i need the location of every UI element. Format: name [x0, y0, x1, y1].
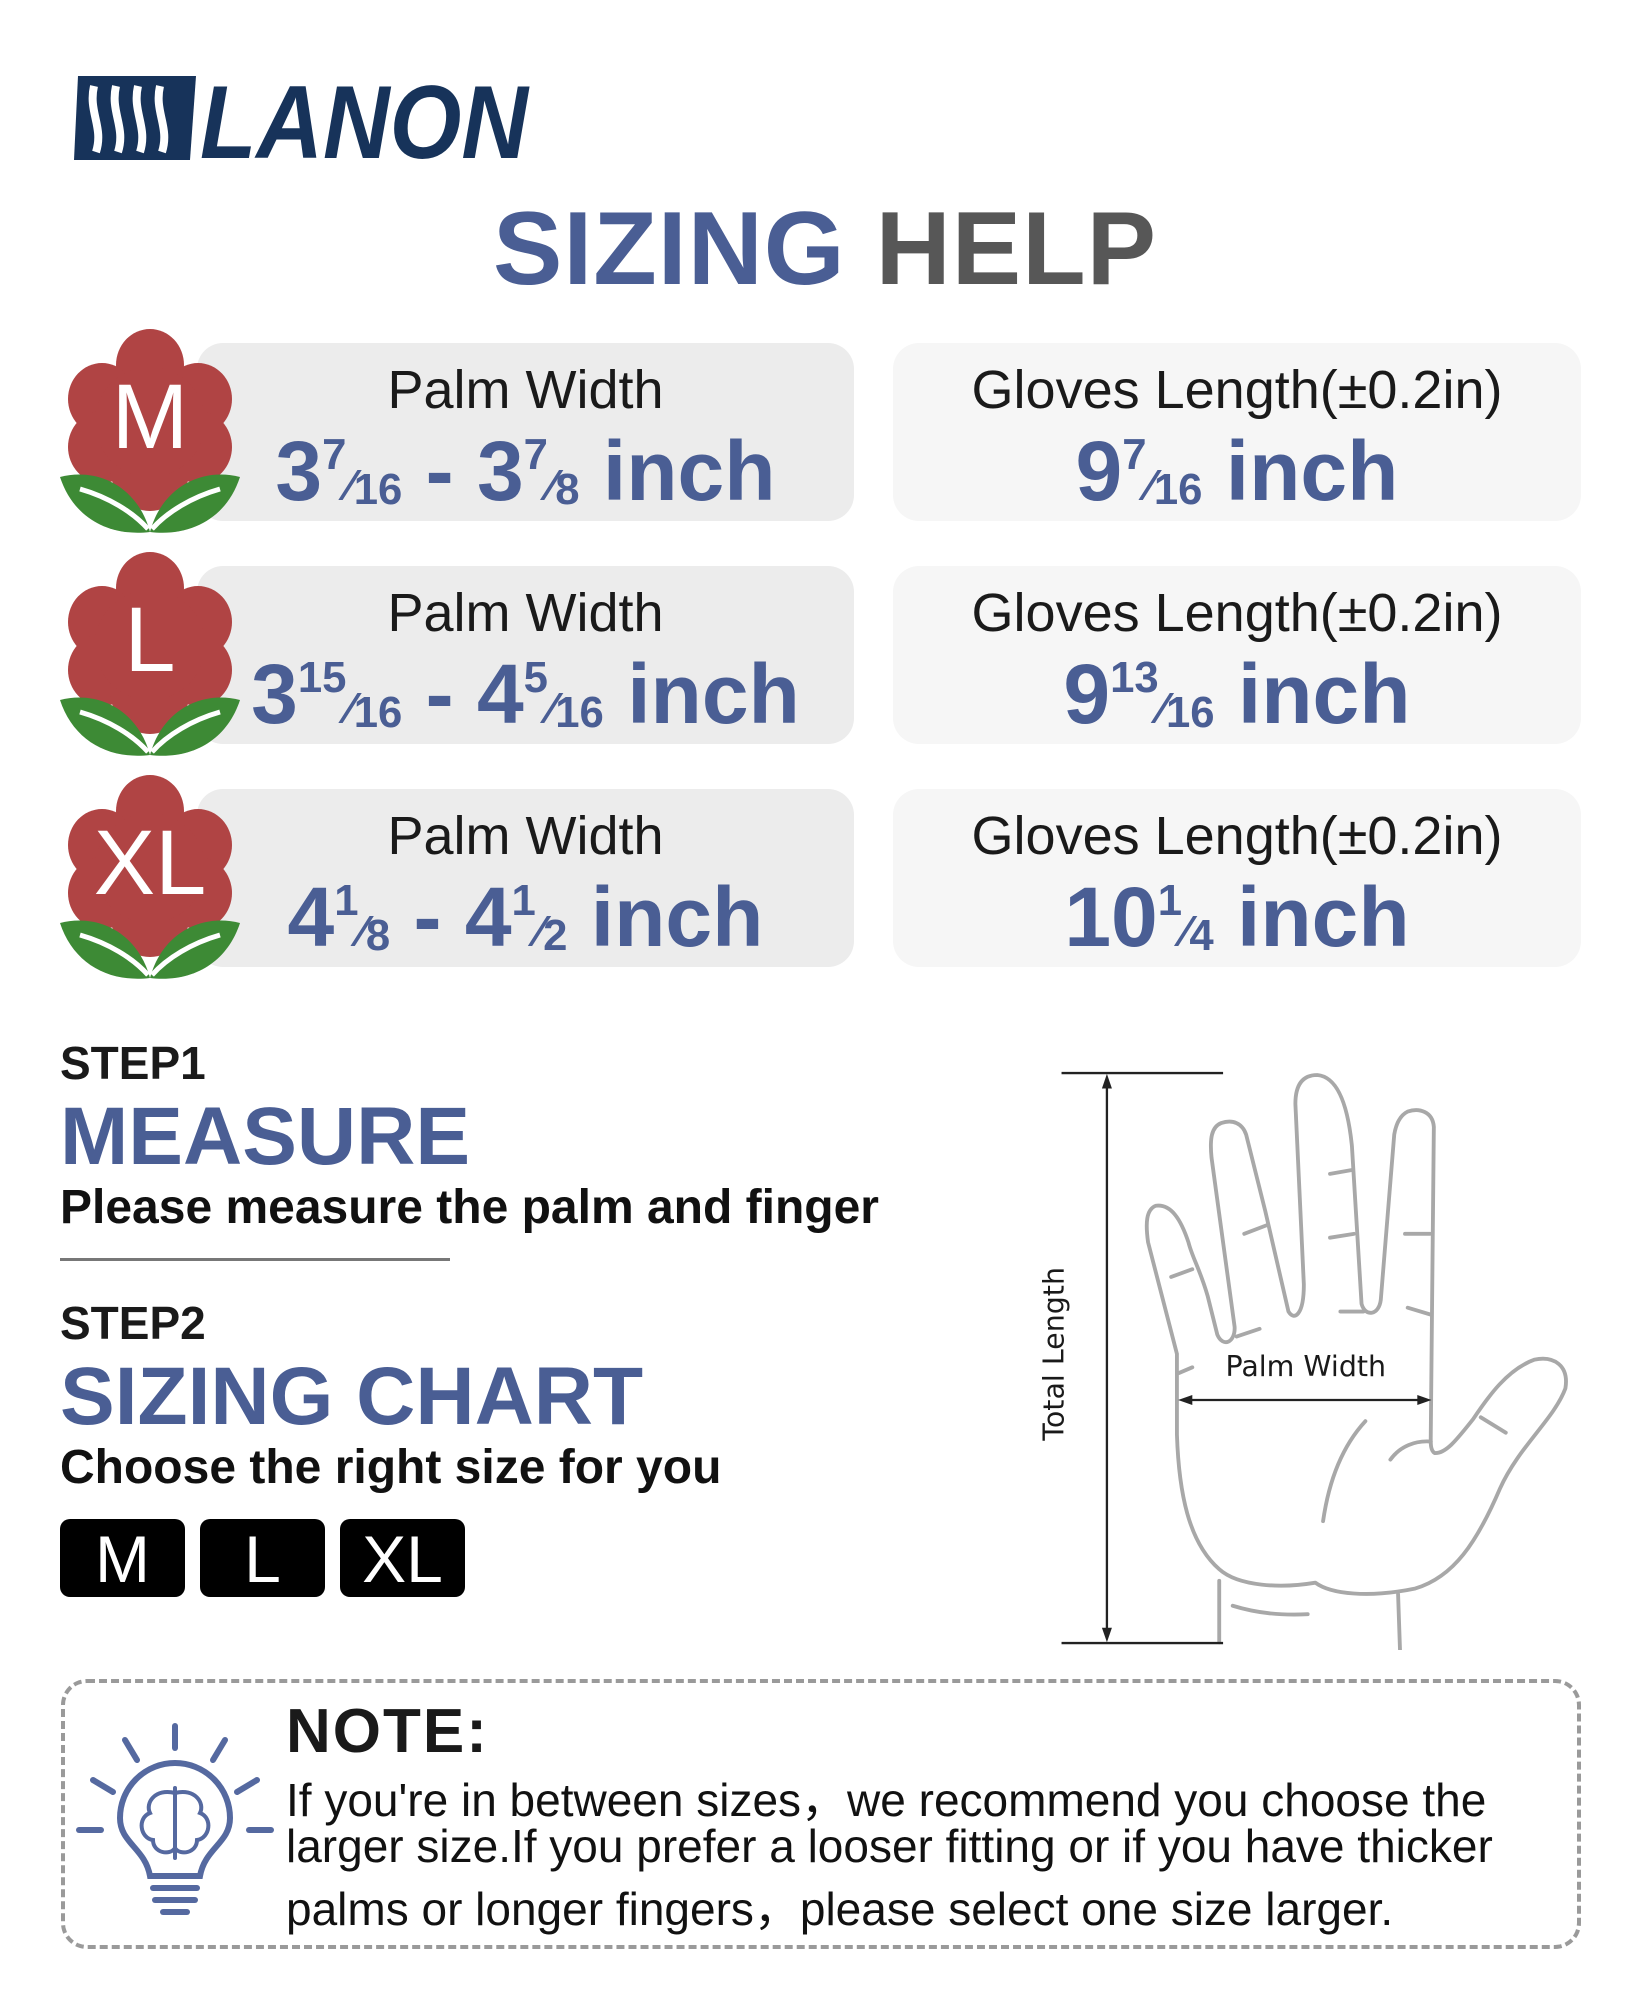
gloves-length-value: 913⁄16 inch: [1063, 647, 1411, 741]
fraction: 5⁄16: [523, 653, 604, 738]
size-label: XL: [93, 812, 207, 914]
whole-number: 4: [476, 647, 524, 741]
palm-width-box: Palm Width 37⁄16 - 37⁄8 inch: [197, 343, 854, 521]
step1-title: MEASURE: [60, 1091, 471, 1182]
svg-text:LANON: LANON: [200, 72, 530, 164]
size-label: M: [111, 366, 189, 468]
fraction: 7⁄8: [523, 430, 580, 515]
step2-desc: Choose the right size for you: [60, 1441, 722, 1494]
palm-width-box: Palm Width 315⁄16 - 45⁄16 inch: [197, 566, 854, 744]
gloves-length-label: Gloves Length(±0.2in): [971, 583, 1503, 643]
palm-width-box: Palm Width 41⁄8 - 41⁄2 inch: [197, 789, 854, 967]
size-button-xl[interactable]: XL: [340, 1519, 465, 1597]
gloves-length-label: Gloves Length(±0.2in): [971, 360, 1503, 420]
step2-label: STEP2: [60, 1297, 206, 1349]
step1-label: STEP1: [60, 1037, 206, 1089]
gloves-length-value: 101⁄4 inch: [1064, 870, 1410, 964]
divider: [60, 1258, 450, 1261]
palm-width-label: Palm Width: [387, 360, 664, 420]
size-flower-badge: M: [58, 327, 242, 537]
note-box: [61, 1679, 1581, 1949]
flower-icon: [60, 775, 240, 979]
fraction: 7⁄16: [1122, 430, 1203, 515]
gloves-length-box: Gloves Length(±0.2in) 101⁄4 inch: [893, 789, 1581, 967]
fraction: 13⁄16: [1110, 653, 1215, 738]
flower-icon: [60, 329, 240, 533]
hand-diagram: Palm Width Total Length: [1037, 1071, 1568, 1650]
lightbulb-brain-icon: [76, 1723, 274, 1915]
gloves-length-box: Gloves Length(±0.2in) 97⁄16 inch: [893, 343, 1581, 521]
step1-desc: Please measure the palm and finger: [60, 1181, 879, 1234]
step2-title: SIZING CHART: [60, 1351, 644, 1442]
palm-width-value: 315⁄16 - 45⁄16 inch: [251, 647, 800, 741]
size-flower-badge: XL: [58, 773, 242, 983]
size-label: L: [124, 589, 176, 691]
size-button-m[interactable]: M: [60, 1519, 185, 1597]
fraction: 1⁄2: [511, 876, 568, 961]
whole-number: 10: [1064, 870, 1158, 964]
whole-number: 9: [1075, 424, 1123, 518]
whole-number: 4: [464, 870, 512, 964]
flower-icon: [60, 552, 240, 756]
whole-number: 3: [275, 424, 323, 518]
palm-width-value: 41⁄8 - 41⁄2 inch: [287, 870, 764, 964]
whole-number: 4: [287, 870, 335, 964]
note-line-1: If you're in between sizes，we recommend …: [286, 1774, 1487, 1826]
title-sizing: SIZING: [493, 191, 846, 307]
fraction: 15⁄16: [297, 653, 403, 738]
note-title: NOTE:: [286, 1697, 489, 1766]
fraction: 7⁄16: [322, 430, 403, 515]
total-length-label: Total Length: [1037, 1267, 1070, 1442]
size-button-l[interactable]: L: [200, 1519, 325, 1597]
palm-width-label: Palm Width: [387, 583, 664, 643]
gloves-length-box: Gloves Length(±0.2in) 913⁄16 inch: [893, 566, 1581, 744]
gloves-length-value: 97⁄16 inch: [1075, 424, 1399, 518]
size-flower-badge: L: [58, 550, 242, 760]
lanon-logo: LANON: [74, 72, 530, 164]
note-line-3: palms or longer fingers，please select on…: [286, 1883, 1394, 1935]
note-line-2: larger size.If you prefer a looser fitti…: [286, 1820, 1493, 1872]
palm-width-value: 37⁄16 - 37⁄8 inch: [275, 424, 776, 518]
gloves-length-label: Gloves Length(±0.2in): [971, 806, 1503, 866]
palm-width-arrow: [1178, 1395, 1432, 1405]
palm-width-label: Palm Width: [1225, 1350, 1386, 1383]
page-title: SIZING HELP: [0, 190, 1650, 309]
total-length-arrow: [1061, 1071, 1224, 1645]
hand-outline: [1144, 1073, 1568, 1650]
palm-width-label: Palm Width: [387, 806, 664, 866]
title-help: HELP: [875, 191, 1157, 307]
whole-number: 9: [1063, 647, 1111, 741]
fraction: 1⁄8: [334, 876, 391, 961]
whole-number: 3: [251, 647, 298, 741]
fraction: 1⁄4: [1157, 876, 1214, 961]
whole-number: 3: [476, 424, 524, 518]
